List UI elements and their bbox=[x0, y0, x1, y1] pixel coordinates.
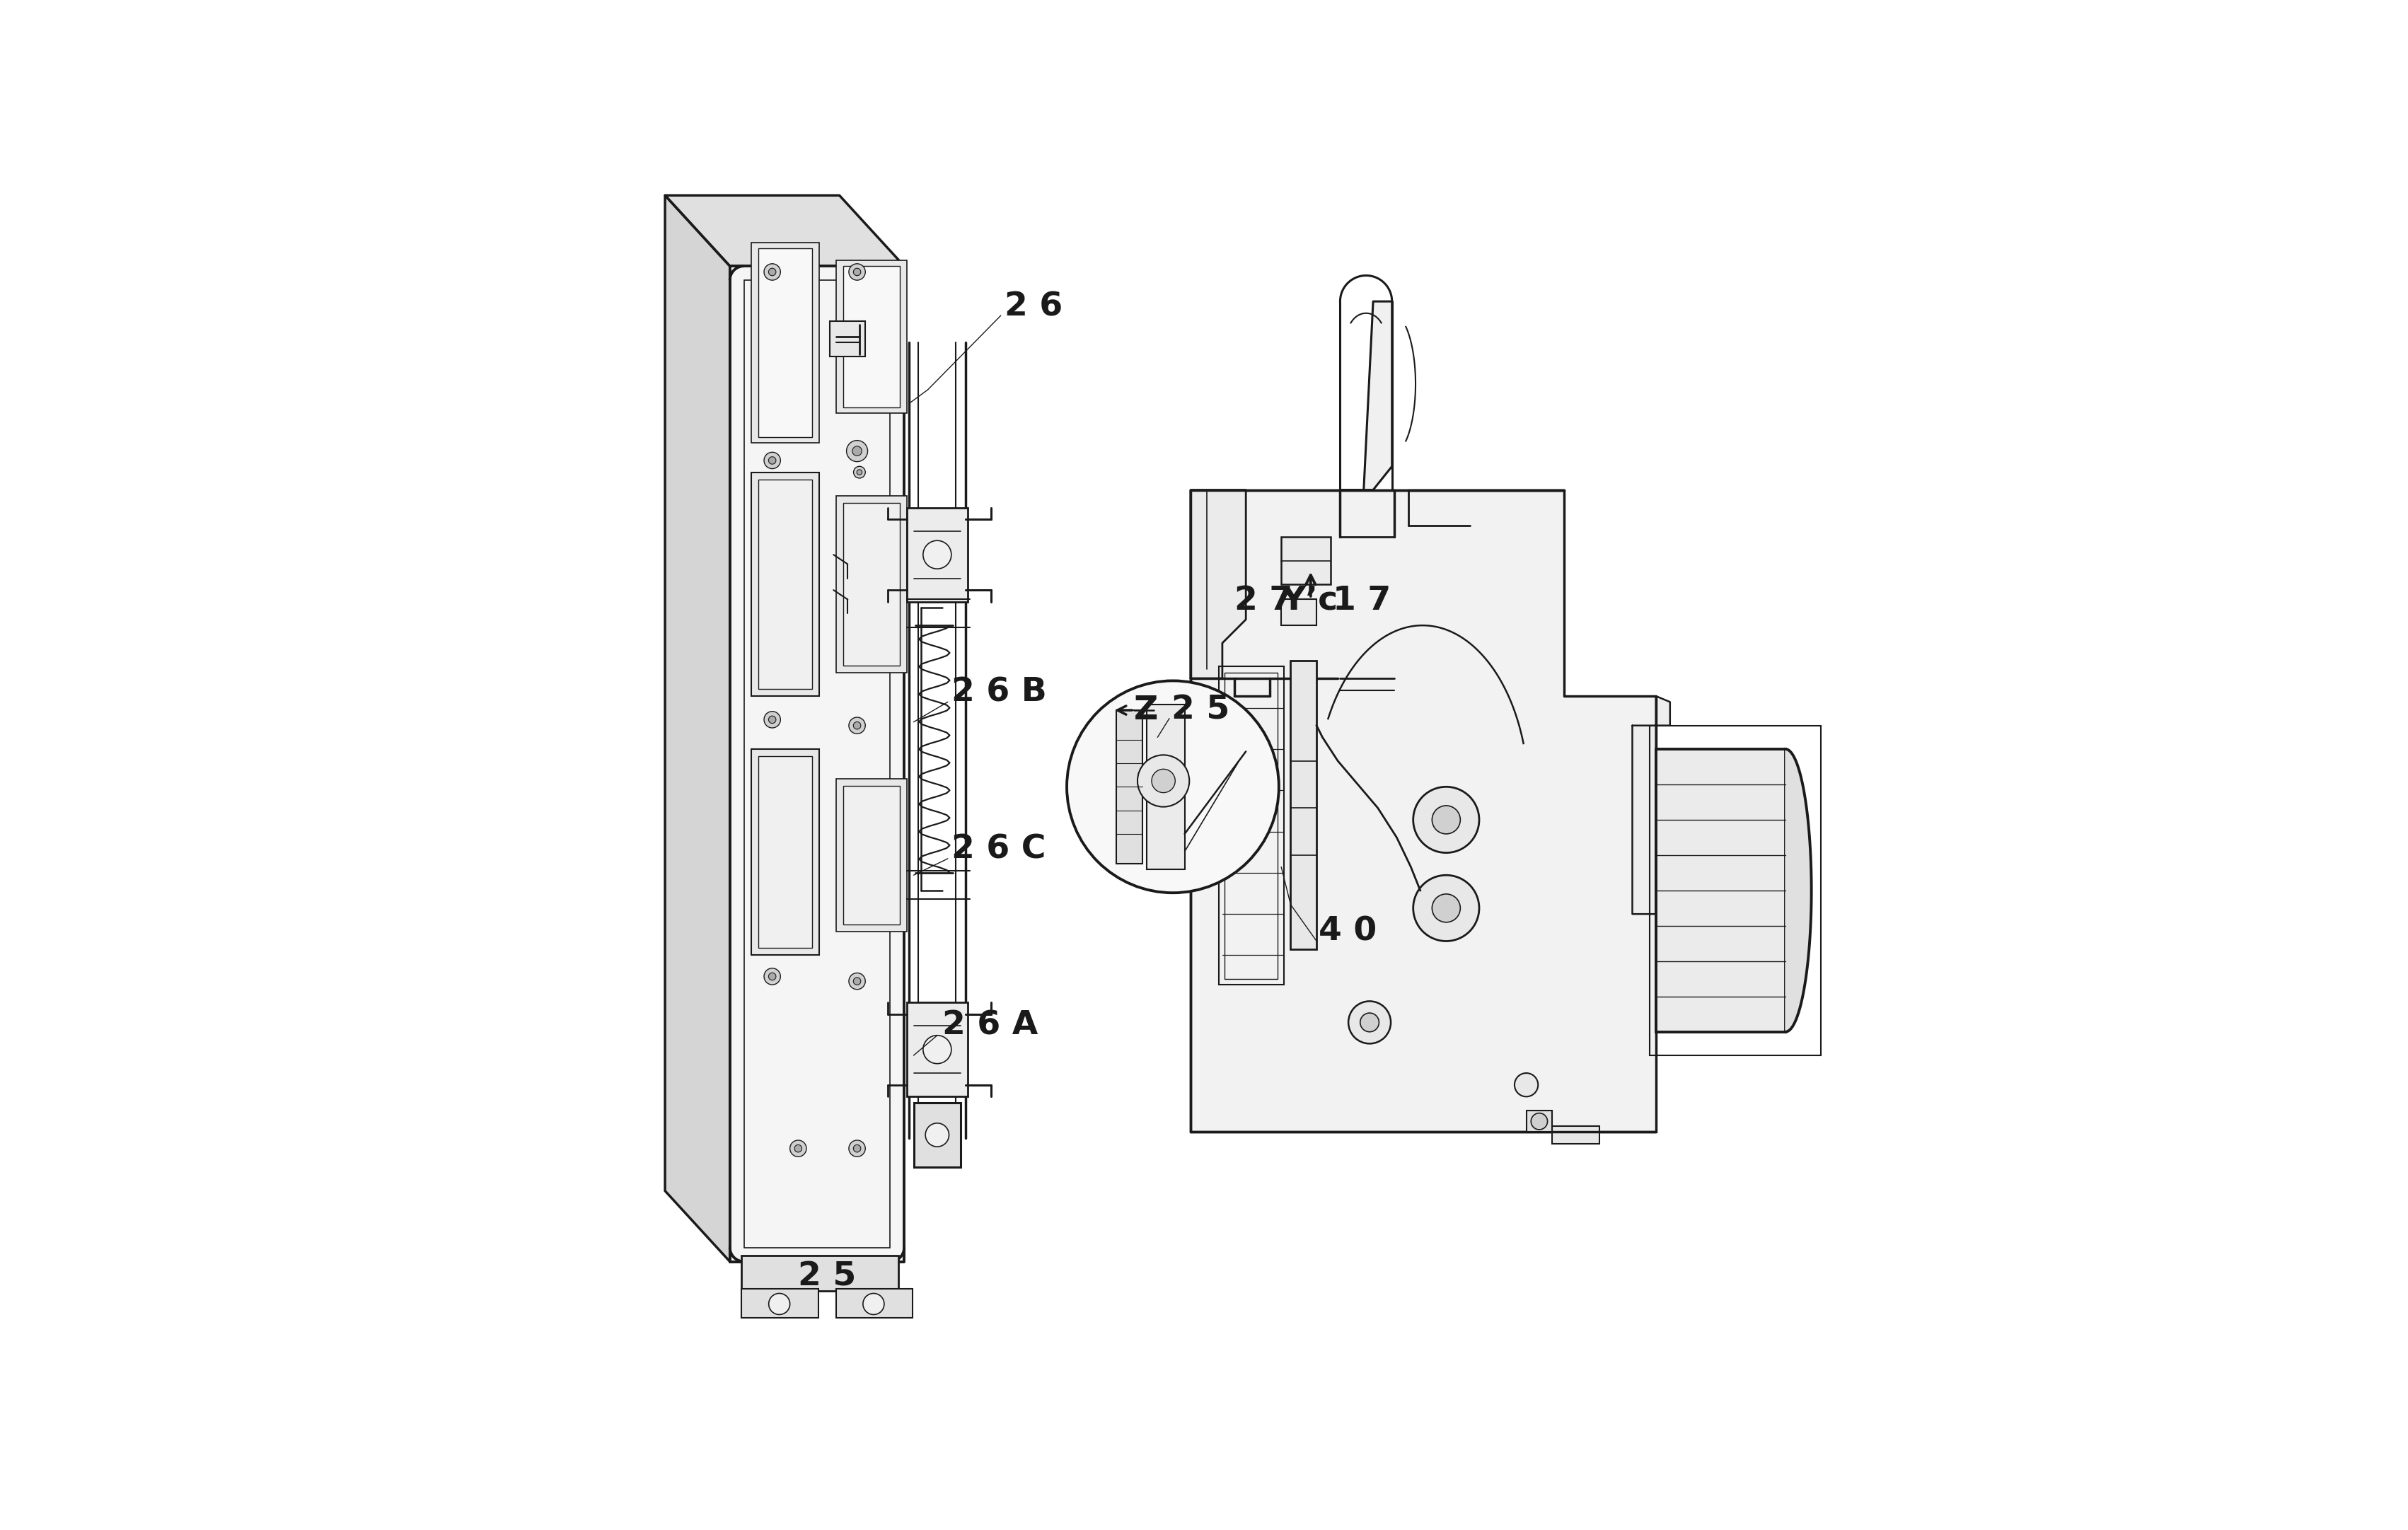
Bar bbox=[759, 248, 811, 438]
Circle shape bbox=[763, 453, 780, 468]
Circle shape bbox=[922, 1036, 951, 1063]
Circle shape bbox=[852, 1144, 860, 1152]
Bar bbox=[1117, 710, 1141, 863]
Circle shape bbox=[795, 1144, 802, 1152]
Bar bbox=[1657, 750, 1784, 1031]
Circle shape bbox=[857, 470, 862, 474]
Text: 1 7: 1 7 bbox=[1334, 584, 1392, 617]
Circle shape bbox=[1413, 875, 1479, 941]
Circle shape bbox=[1348, 1001, 1392, 1043]
Bar bbox=[1527, 1111, 1553, 1132]
Circle shape bbox=[852, 978, 860, 985]
Circle shape bbox=[922, 540, 951, 569]
Bar bbox=[751, 473, 819, 696]
Polygon shape bbox=[1633, 696, 1671, 913]
Bar bbox=[905, 1002, 968, 1097]
Circle shape bbox=[1433, 894, 1459, 923]
Bar bbox=[759, 756, 811, 949]
Circle shape bbox=[1067, 681, 1279, 894]
Bar bbox=[843, 266, 901, 407]
Circle shape bbox=[1151, 770, 1175, 793]
Circle shape bbox=[768, 457, 775, 464]
Circle shape bbox=[768, 1293, 790, 1314]
Bar bbox=[1553, 1126, 1599, 1144]
Bar bbox=[1649, 725, 1820, 1056]
Circle shape bbox=[790, 1140, 807, 1157]
Bar bbox=[1281, 600, 1317, 626]
Bar bbox=[836, 1288, 913, 1319]
Bar bbox=[1218, 667, 1283, 985]
Circle shape bbox=[768, 268, 775, 275]
Text: Y’c: Y’c bbox=[1281, 584, 1339, 617]
Circle shape bbox=[768, 973, 775, 981]
Circle shape bbox=[852, 268, 860, 275]
Text: 2 6: 2 6 bbox=[1004, 291, 1062, 323]
Circle shape bbox=[763, 968, 780, 985]
Text: 2 6 C: 2 6 C bbox=[951, 834, 1045, 864]
Circle shape bbox=[850, 718, 864, 734]
Circle shape bbox=[1433, 806, 1459, 834]
Bar bbox=[836, 496, 905, 673]
Bar bbox=[836, 779, 905, 932]
Circle shape bbox=[852, 467, 864, 477]
Bar bbox=[742, 1256, 898, 1291]
Bar bbox=[1146, 704, 1185, 869]
Circle shape bbox=[1361, 1013, 1380, 1031]
Circle shape bbox=[848, 441, 867, 462]
Circle shape bbox=[1413, 786, 1479, 852]
Circle shape bbox=[1137, 754, 1190, 806]
Bar bbox=[744, 280, 891, 1247]
Text: 2 6 A: 2 6 A bbox=[942, 1010, 1038, 1042]
Bar bbox=[905, 508, 968, 601]
Text: 2 6 B: 2 6 B bbox=[951, 676, 1047, 708]
Bar bbox=[742, 1288, 819, 1319]
Circle shape bbox=[852, 447, 862, 456]
Polygon shape bbox=[730, 266, 905, 1262]
Circle shape bbox=[862, 1293, 884, 1314]
Bar bbox=[1281, 537, 1332, 584]
Bar bbox=[751, 243, 819, 442]
Circle shape bbox=[850, 1140, 864, 1157]
Polygon shape bbox=[1341, 301, 1392, 490]
Circle shape bbox=[925, 1123, 949, 1146]
Bar bbox=[1226, 673, 1279, 979]
Circle shape bbox=[768, 716, 775, 724]
Bar bbox=[843, 785, 901, 924]
Text: 2 7: 2 7 bbox=[1233, 584, 1293, 617]
Polygon shape bbox=[1784, 750, 1811, 1031]
Polygon shape bbox=[1190, 490, 1245, 678]
Circle shape bbox=[850, 263, 864, 280]
Circle shape bbox=[850, 973, 864, 990]
Circle shape bbox=[763, 711, 780, 728]
Circle shape bbox=[1515, 1073, 1539, 1097]
Bar bbox=[913, 1103, 961, 1167]
Text: 4 0: 4 0 bbox=[1320, 916, 1377, 947]
Bar bbox=[751, 750, 819, 955]
Bar bbox=[759, 479, 811, 688]
Circle shape bbox=[763, 263, 780, 280]
Circle shape bbox=[1531, 1114, 1548, 1129]
Text: Z: Z bbox=[1134, 695, 1158, 727]
Bar bbox=[1291, 661, 1317, 949]
Text: 2 5: 2 5 bbox=[797, 1261, 857, 1293]
Circle shape bbox=[852, 722, 860, 730]
Bar bbox=[836, 260, 905, 413]
Polygon shape bbox=[1190, 490, 1657, 1132]
Text: 2 5: 2 5 bbox=[1173, 695, 1230, 727]
Bar bbox=[843, 503, 901, 666]
Polygon shape bbox=[665, 196, 730, 1262]
Bar bbox=[831, 321, 864, 356]
Polygon shape bbox=[665, 196, 905, 266]
